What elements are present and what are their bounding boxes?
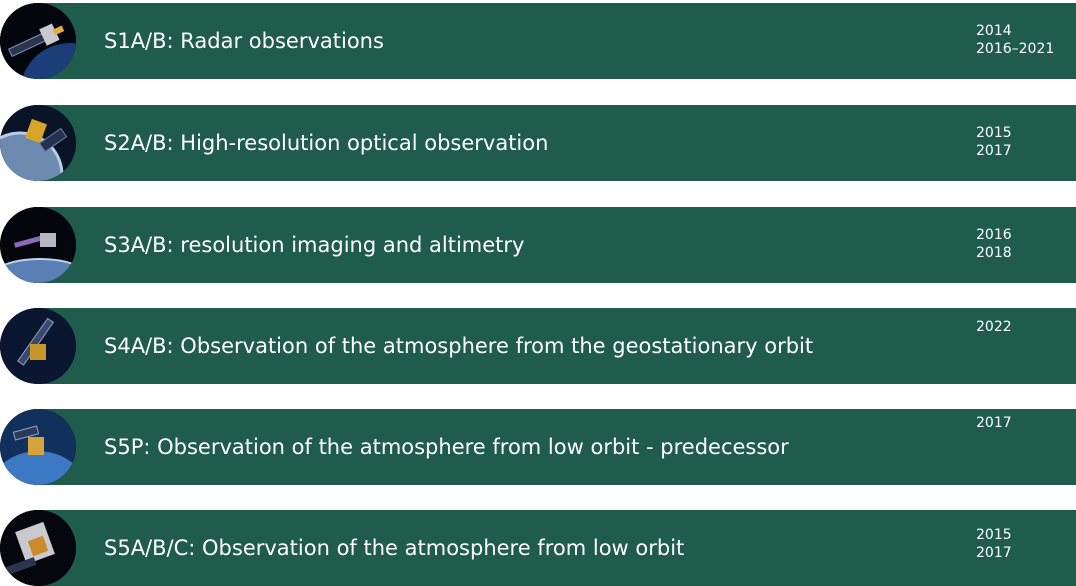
mission-year: 2016–2021 — [976, 41, 1055, 57]
mission-row-s1: S1A/B: Radar observations 2014 2016–2021 — [0, 3, 1076, 79]
mission-years: 2016 2018 — [976, 226, 1012, 262]
mission-years: 2014 2016–2021 — [976, 22, 1054, 58]
sentinel-2-satellite-icon — [0, 105, 76, 181]
mission-year: 2017 — [976, 143, 1012, 159]
mission-year: 2015 — [976, 125, 1012, 141]
mission-row-s5p: S5P: Observation of the atmosphere from … — [0, 409, 1076, 485]
mission-years: 2017 — [976, 414, 1012, 432]
mission-title: S1A/B: Radar observations — [104, 29, 384, 53]
sentinel-3-satellite-icon — [0, 207, 76, 283]
mission-band — [36, 105, 1076, 181]
mission-row-s5: S5A/B/C: Observation of the atmosphere f… — [0, 510, 1076, 586]
sentinel-1-satellite-icon — [0, 3, 76, 79]
mission-band — [36, 510, 1076, 586]
mission-year: 2017 — [976, 415, 1012, 431]
mission-title: S3A/B: resolution imaging and altimetry — [104, 233, 525, 257]
mission-title: S5A/B/C: Observation of the atmosphere f… — [104, 536, 685, 560]
sentinel-5-satellite-icon — [0, 510, 76, 586]
mission-year: 2022 — [976, 319, 1012, 335]
sentinel-5p-satellite-icon — [0, 409, 76, 485]
mission-year: 2017 — [976, 545, 1012, 561]
sentinel-4-satellite-icon — [0, 308, 76, 384]
mission-years: 2015 2017 — [976, 124, 1012, 160]
mission-years: 2022 — [976, 318, 1012, 336]
mission-row-s2: S2A/B: High-resolution optical observati… — [0, 105, 1076, 181]
mission-title: S2A/B: High-resolution optical observati… — [104, 131, 549, 155]
mission-year: 2015 — [976, 527, 1012, 543]
mission-band — [36, 308, 1076, 384]
mission-band — [36, 409, 1076, 485]
mission-row-s3: S3A/B: resolution imaging and altimetry … — [0, 207, 1076, 283]
mission-row-s4: S4A/B: Observation of the atmosphere fro… — [0, 308, 1076, 384]
mission-title: S5P: Observation of the atmosphere from … — [104, 435, 789, 459]
mission-year: 2018 — [976, 245, 1012, 261]
mission-band — [36, 3, 1076, 79]
mission-year: 2016 — [976, 227, 1012, 243]
mission-band — [36, 207, 1076, 283]
mission-title: S4A/B: Observation of the atmosphere fro… — [104, 334, 814, 358]
mission-year: 2014 — [976, 23, 1012, 39]
mission-years: 2015 2017 — [976, 526, 1012, 562]
